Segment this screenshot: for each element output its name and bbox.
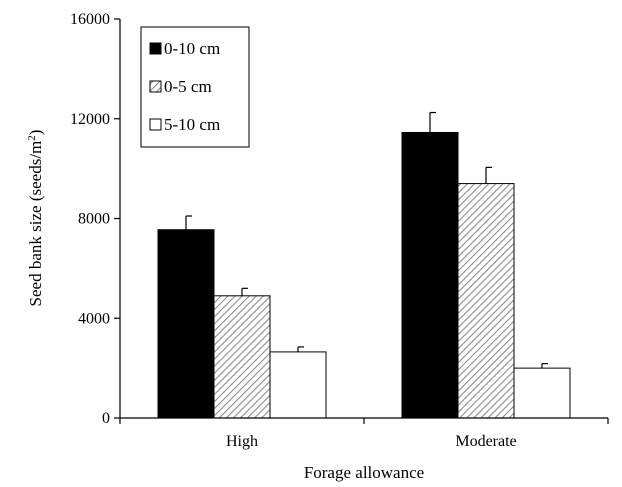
y-tick-label: 16000 (70, 11, 110, 28)
bar-0-5cm-moderate (457, 183, 515, 419)
y-tick-label: 8000 (78, 211, 110, 228)
legend-swatch (149, 118, 162, 131)
y-tick-label: 0 (102, 410, 110, 427)
bar-5-10cm-high (269, 351, 327, 419)
bar-0-10cm-high (157, 229, 215, 419)
x-ticks-group: High Moderate (119, 418, 609, 450)
x-tick-label: Moderate (455, 433, 516, 450)
y-axis-title-end: ) (26, 130, 45, 136)
bar-0-5cm-high (213, 295, 271, 419)
y-ticks-group: 0 4000 8000 12000 16000 (70, 11, 120, 427)
bar-0-10cm-moderate (401, 131, 459, 419)
x-axis-title: Forage allowance (304, 463, 424, 482)
y-tick-label: 12000 (70, 111, 110, 128)
y-axis-title-main: Seed bank size (seeds/m (26, 141, 45, 307)
legend-swatch (149, 80, 162, 93)
legend: 0-10 cm 0-5 cm 5-10 cm (140, 26, 250, 148)
y-axis-title-sup: 2 (26, 135, 38, 141)
bar-5-10cm-moderate (513, 367, 571, 419)
legend-swatch (149, 42, 162, 55)
y-tick-label: 4000 (78, 310, 110, 327)
y-axis-title: Seed bank size (seeds/m2) (26, 130, 45, 307)
legend-label: 0-5 cm (164, 77, 212, 96)
bars-group (157, 111, 571, 419)
legend-label: 0-10 cm (164, 39, 220, 58)
x-tick-label: High (226, 433, 258, 450)
legend-label: 5-10 cm (164, 115, 220, 134)
